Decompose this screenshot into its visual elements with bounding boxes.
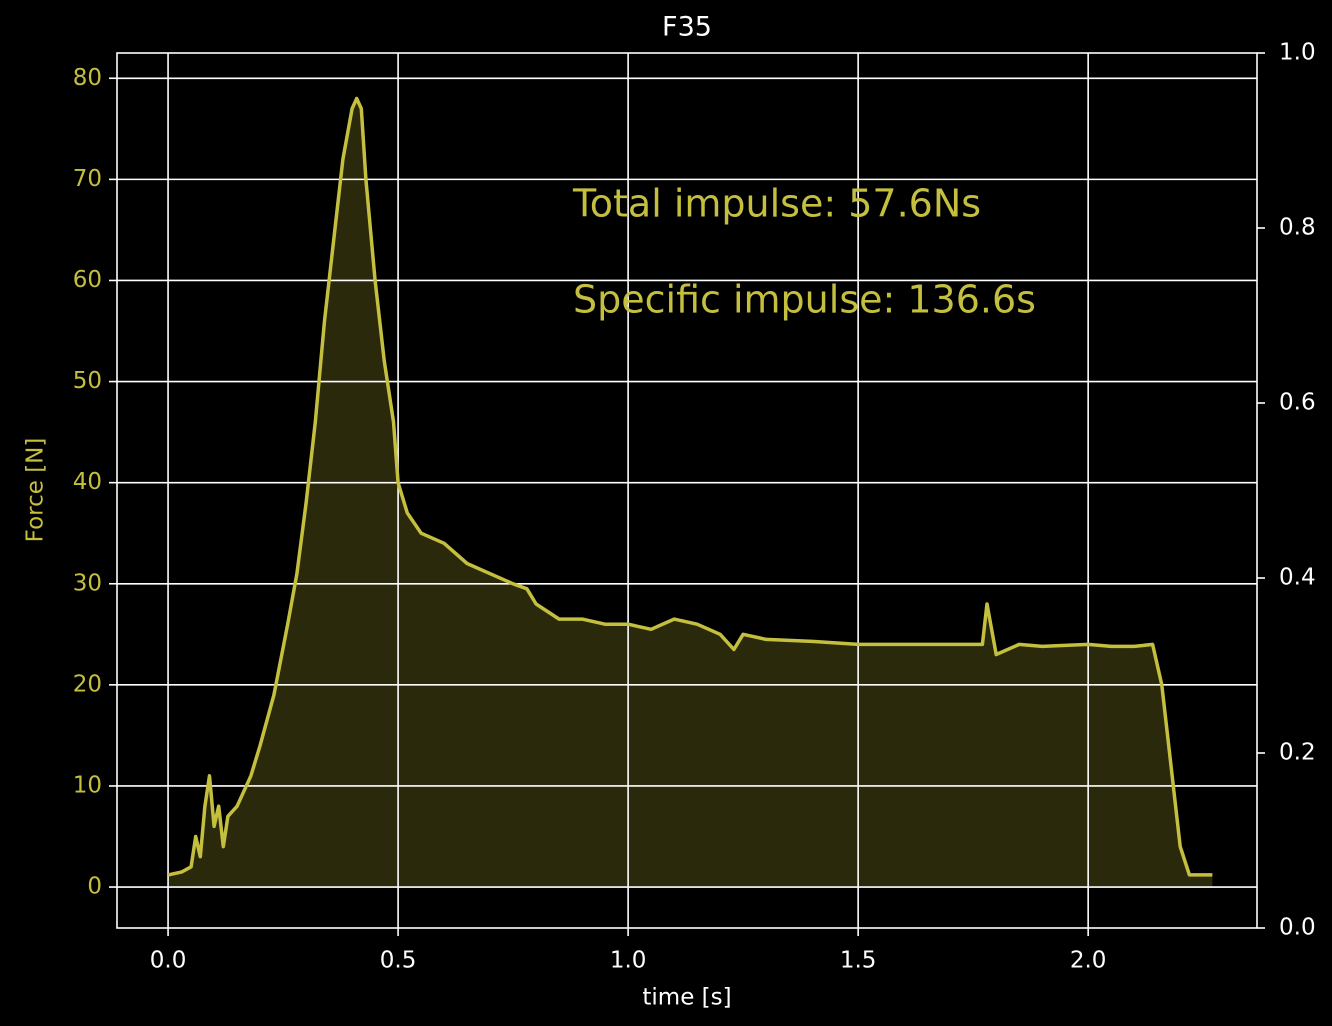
y2-tick-label: 0.0 <box>1279 915 1316 941</box>
y2-tick-label: 0.8 <box>1279 215 1316 241</box>
area <box>168 98 1213 888</box>
chart-title: F35 <box>662 12 712 43</box>
x-tick-label: 2.0 <box>1070 948 1107 974</box>
annotation: Total impulse: 57.6Ns <box>572 182 981 226</box>
y-tick-label: 20 <box>73 671 102 697</box>
y-tick-label: 60 <box>73 267 102 293</box>
plot-frame <box>116 52 1258 929</box>
y-tick-label: 30 <box>73 570 102 596</box>
y-tick-label: 40 <box>73 469 102 495</box>
y2-tick-label: 0.4 <box>1279 565 1316 591</box>
x-axis-label: time [s] <box>642 985 731 1011</box>
x-tick-label: 1.0 <box>610 948 647 974</box>
x-tick-label: 0.5 <box>380 948 417 974</box>
y-tick-label: 50 <box>73 368 102 394</box>
y-axis-label: Force [N] <box>23 438 49 543</box>
y-tick-label: 70 <box>73 166 102 192</box>
y-tick-label: 80 <box>73 65 102 91</box>
x-tick-label: 1.5 <box>840 948 877 974</box>
y-tick-label: 0 <box>87 874 102 900</box>
line <box>167 96 1213 877</box>
y2-tick-label: 0.6 <box>1279 390 1316 416</box>
y-tick-label: 10 <box>73 772 102 798</box>
y2-tick-label: 0.2 <box>1279 740 1316 766</box>
annotation: Specific impulse: 136.6s <box>573 278 1036 322</box>
y2-tick-label: 1.0 <box>1279 40 1316 66</box>
x-tick-label: 0.0 <box>150 948 187 974</box>
